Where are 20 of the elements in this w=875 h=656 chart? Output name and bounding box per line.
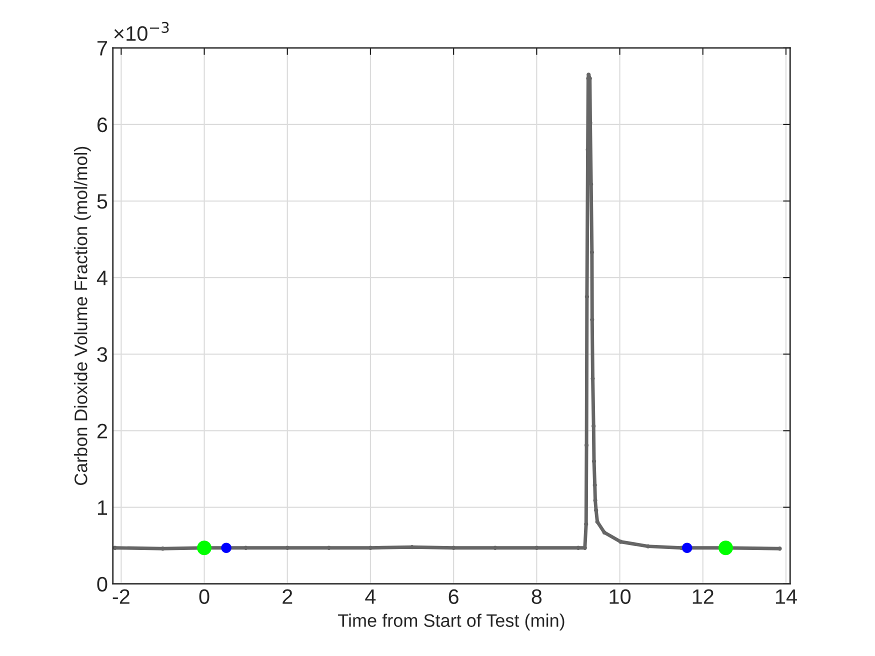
y-tick-label: 7 [97,41,107,56]
y-tick-label: 2 [97,424,107,438]
y-tick-label: 3 [97,347,108,362]
x-tick-label: 10 [610,589,631,604]
y-tick-label: 5 [97,194,108,209]
y-tick-label: 1 [98,500,107,515]
x-tick-label: 8 [532,589,542,604]
y-axis-title: Carbon Dioxide Volume Fraction (mol/mol) [74,146,91,486]
x-tick-label: 6 [448,589,458,604]
x-tick-label: 4 [365,589,376,604]
y-tick-label: 6 [97,117,108,132]
x-tick-label: 0 [199,589,210,604]
y-tick-label: 4 [96,270,108,286]
x-tick-label: 14 [776,589,797,604]
x-tick-label: 12 [692,589,714,604]
text: ×10$^{−3}$ [114,22,169,41]
x-tick-label: -2 [112,589,130,604]
x-axis-title: Time from Start of Test (min) [338,614,564,630]
y-tick-label: 0 [97,576,108,592]
x-tick-label: 2 [282,589,292,604]
